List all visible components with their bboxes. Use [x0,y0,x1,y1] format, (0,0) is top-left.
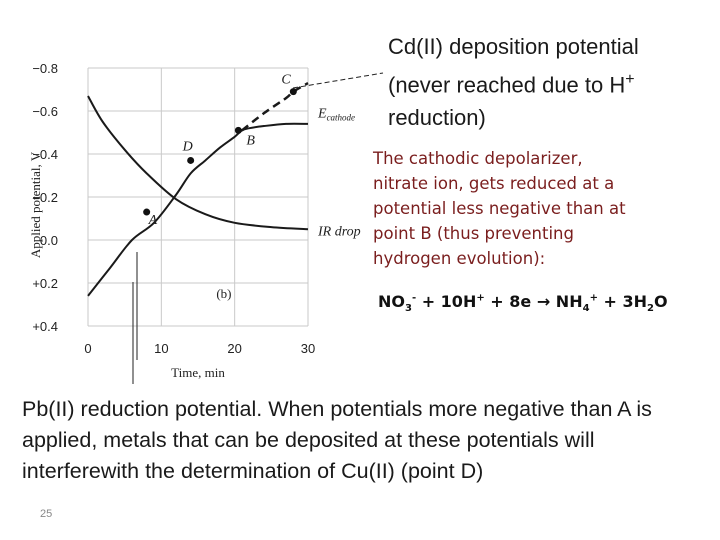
pb-reduction-annotation: Pb(II) reduction potential. When potenti… [22,394,712,487]
cd-deposition-annotation: Cd(II) deposition potential (never reach… [388,30,688,134]
nitrate-line-1: The cathodic depolarizer, [373,149,583,168]
point-a [143,208,151,216]
pb-line-3: interferewith the determination of Cu(II… [22,459,484,483]
eq-no3-sup: - [411,292,417,304]
page-number: 25 [40,508,53,520]
eq-no3: NO [378,292,405,311]
eq-nh4-sup: + [589,292,598,304]
series-label-ecathode: Ecathode [317,106,355,122]
x-tick-label: 0 [84,341,91,356]
y-tick-label: +0.2 [32,276,58,291]
series-line-e-cathode-extrapolated [241,81,309,132]
x-tick-label: 30 [301,341,315,356]
eq-3h: + 3H [597,292,648,311]
eq-h2o: O [654,292,668,311]
point-label-c: C [281,73,291,88]
point-b [234,126,242,134]
eq-nh4-sub: 4 [582,303,590,315]
y-tick-label: +0.4 [32,319,58,334]
point-label-a: A [148,213,158,228]
eq-10h: + 10H [416,292,477,311]
point-d [187,156,195,164]
cd-line-2: (never reached due to H+ [388,63,688,101]
series-label-ecathode-sub: cathode [327,112,356,122]
point-label-d: D [182,139,193,154]
series-line-ir-drop [87,95,309,231]
cd-line-1: Cd(II) deposition potential [388,34,639,59]
point-c [289,88,297,96]
series-label-ecathode-main: E [317,106,327,121]
y-tick-label: −0.6 [32,104,58,119]
y-tick-label: −0.2 [32,190,58,205]
x-tick-labels: 0 10 20 30 [84,341,315,356]
pb-line-2: applied, metals that can be deposited at… [22,428,595,452]
point-label-b: B [246,133,255,148]
chart-points: A B C D [143,73,297,228]
nitrate-line-3: potential less negative than at [373,199,626,218]
cd-pointer-line [292,72,384,89]
nitrate-line-2: nitrate ion, gets reduced at a [373,174,615,193]
y-tick-labels: −0.8 −0.6 −0.4 −0.2 0.0 +0.2 +0.4 [32,61,58,334]
chart-series [87,81,309,297]
x-tick-label: 20 [227,341,241,356]
series-line-e-cathode [87,122,309,297]
cd-line-2-sup: + [625,71,635,88]
nitrate-line-5: hydrogen evolution): [373,249,546,268]
y-tick-label: −0.8 [32,61,58,76]
eq-h-sup: + [476,292,485,304]
pb-line-1: Pb(II) reduction potential. When potenti… [22,397,652,421]
y-tick-label: 0.0 [40,233,58,248]
eq-nh4: NH [550,292,583,311]
y-tick-label: −0.4 [32,147,58,162]
nitrate-line-4: point B (thus preventing [373,224,574,243]
eq-8e: + 8e [484,292,537,311]
series-label-ir-drop: IR drop [317,225,361,240]
y-axis-label: Applied potential, V [28,151,43,258]
x-axis-label: Time, min [171,365,225,380]
chart-grid [87,67,309,327]
nitrate-reduction-equation: NO3- + 10H+ + 8e → NH4+ + 3H2O [378,292,668,314]
cd-line-3: reduction) [388,105,486,131]
panel-label: (b) [216,286,231,301]
eq-no3-sub: 3 [405,303,412,315]
eq-h2o-sub: 2 [647,303,654,315]
nitrate-annotation: The cathodic depolarizer, nitrate ion, g… [373,146,718,271]
x-tick-label: 10 [154,341,168,356]
eq-arrow-icon: → [536,292,551,311]
cd-line-2-text: (never reached due to H [388,72,626,98]
